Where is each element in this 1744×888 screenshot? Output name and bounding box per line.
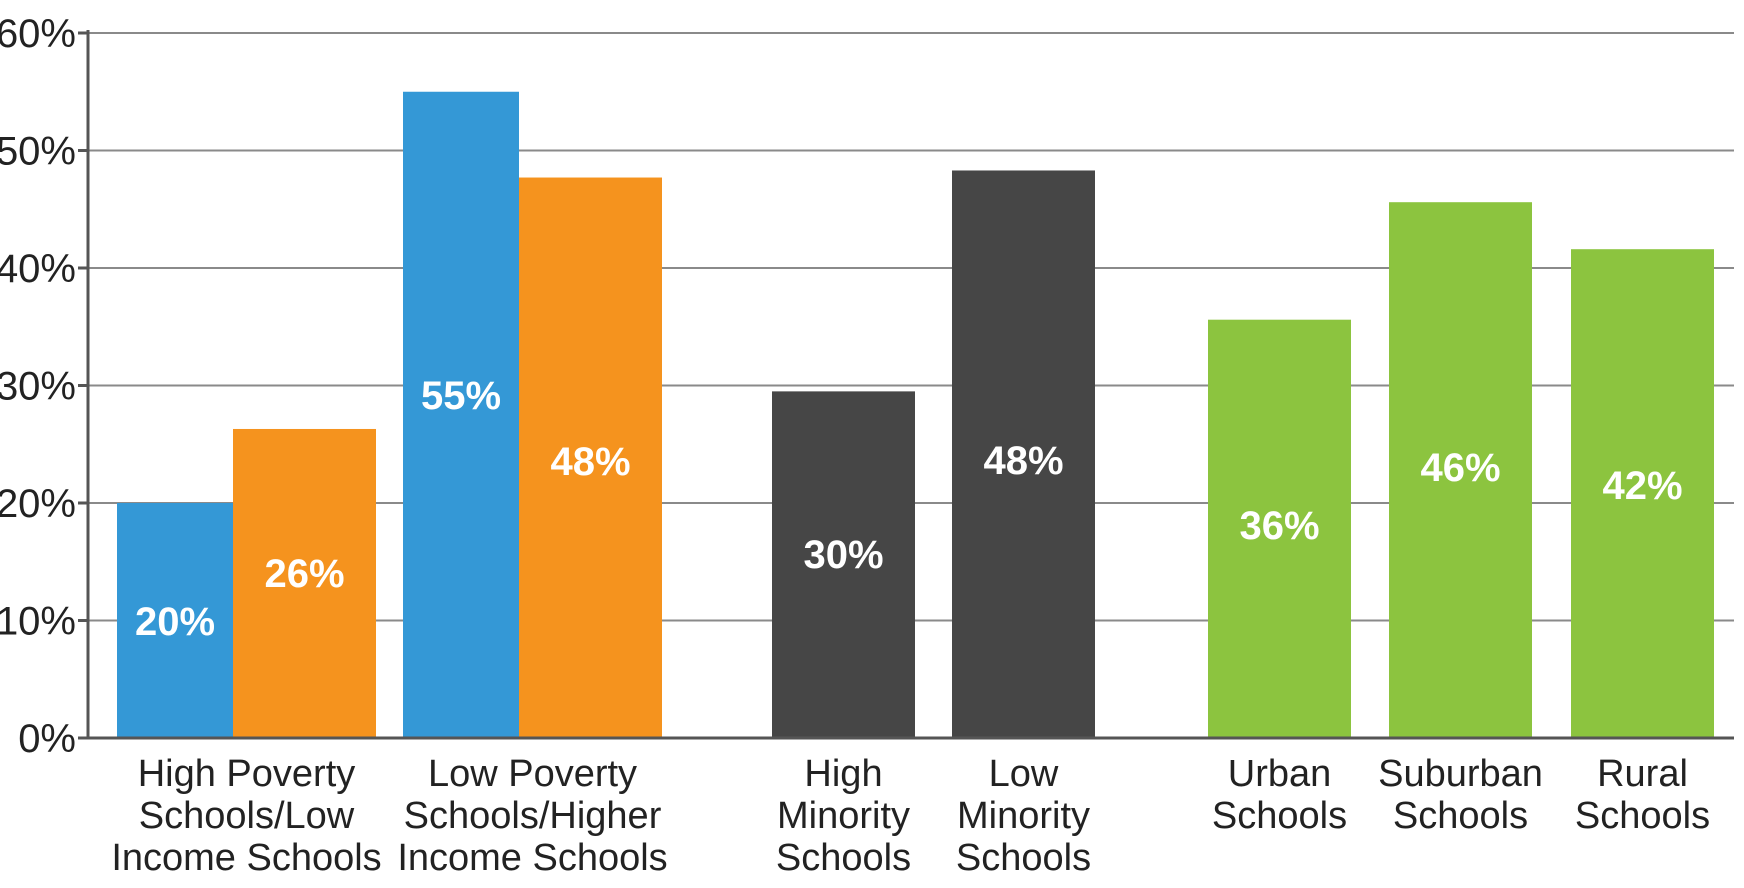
- bar: [233, 428, 376, 738]
- bar: [519, 177, 662, 738]
- category-label-line: High: [804, 753, 882, 795]
- category-label-line: Schools/Higher: [404, 795, 662, 837]
- data-label: 48%: [550, 440, 630, 484]
- data-label: 48%: [983, 439, 1063, 483]
- bar: [117, 503, 233, 738]
- category-label-line: Low Poverty: [428, 753, 637, 795]
- category-label-line: Schools: [776, 837, 911, 879]
- bar: [1571, 249, 1714, 738]
- category-label: High Minority Schools: [776, 753, 911, 879]
- category-label-line: Suburban: [1378, 753, 1543, 795]
- category-label-line: Schools: [956, 837, 1091, 879]
- y-tick-label: 40%: [0, 247, 76, 291]
- category-label: Rural Schools: [1575, 753, 1710, 837]
- category-label-line: Schools: [1393, 795, 1528, 837]
- category-label: High Poverty Schools/Low Income Schools: [111, 753, 381, 879]
- category-label-line: Urban: [1228, 753, 1332, 795]
- category-label-line: Schools: [1575, 795, 1710, 837]
- data-label: 42%: [1602, 464, 1682, 508]
- bar: [1389, 202, 1532, 738]
- category-label-line: Low: [989, 753, 1059, 795]
- category-label-line: Minority: [957, 795, 1090, 837]
- category-label-line: Income Schools: [111, 837, 381, 879]
- category-label-line: Minority: [777, 795, 910, 837]
- category-label-line: Income Schools: [397, 837, 667, 879]
- data-label: 26%: [264, 552, 344, 596]
- category-label-line: Schools: [1212, 795, 1347, 837]
- axes: [78, 30, 1734, 740]
- y-tick-label: 60%: [0, 12, 76, 56]
- data-label: 46%: [1420, 446, 1500, 490]
- category-label-line: Schools/Low: [139, 795, 355, 837]
- bar: [772, 391, 915, 738]
- category-label: Low Poverty Schools/Higher Income Schools: [397, 753, 667, 879]
- y-tick-label: 0%: [18, 717, 76, 761]
- data-label: 36%: [1239, 504, 1319, 548]
- y-tick-label: 30%: [0, 365, 76, 409]
- y-tick-label: 50%: [0, 130, 76, 174]
- bar: [1208, 319, 1351, 738]
- category-label: Suburban Schools: [1378, 753, 1543, 837]
- data-label: 55%: [421, 374, 501, 418]
- data-label: 20%: [135, 600, 215, 644]
- category-label: Low Minority Schools: [956, 753, 1091, 879]
- bar: [403, 91, 519, 738]
- labels: 0%10%20%30%40%50%60%20%26%High Poverty Sc…: [0, 12, 1710, 879]
- category-label: Urban Schools: [1212, 753, 1347, 837]
- data-label: 30%: [803, 533, 883, 577]
- category-label-line: High Poverty: [138, 753, 356, 795]
- bars: [117, 91, 1714, 739]
- y-tick-label: 10%: [0, 600, 76, 644]
- category-label-line: Rural: [1597, 753, 1688, 795]
- bar: [952, 170, 1095, 739]
- y-tick-label: 20%: [0, 482, 76, 526]
